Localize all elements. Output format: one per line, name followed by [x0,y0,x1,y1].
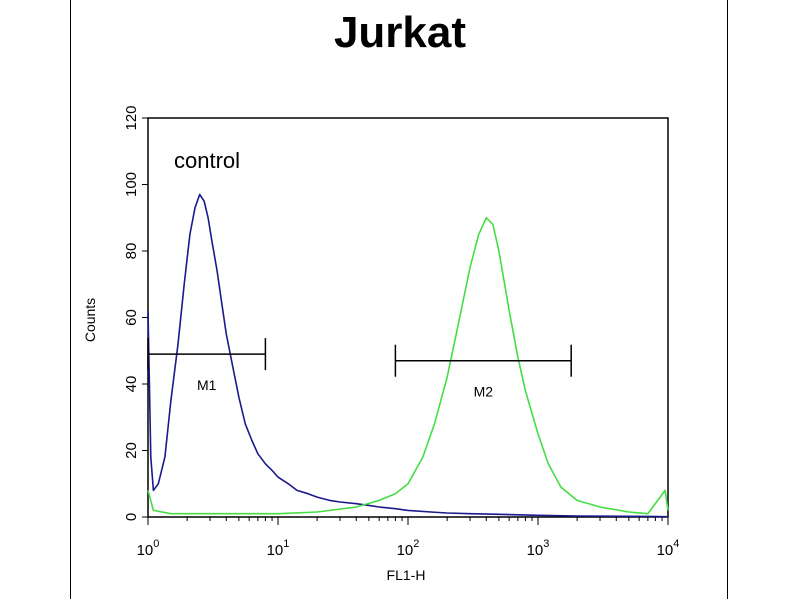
plot-area-border [147,117,669,518]
chart-title: Jurkat [333,8,467,57]
y-tick-label: 100 [123,172,140,197]
legend-label-control: control [174,148,240,173]
x-tick-label: 104 [657,538,680,559]
marker-label-m1: M1 [197,377,217,393]
x-axis-title: FL1-H [387,567,426,583]
y-tick-label: 80 [123,243,140,260]
chart-frame [70,0,728,599]
y-tick-label: 40 [123,376,140,393]
series-line-series-2 [147,217,669,515]
axes: 0 20 40 60 80 100 120 100 101 102 103 104 [123,105,679,559]
y-tick-label: 20 [123,442,140,459]
x-tick-label: 102 [397,538,420,559]
y-tick-label: 120 [123,105,140,130]
y-tick-label: 60 [123,309,140,326]
x-tick-label: 100 [137,538,160,559]
x-tick-label: 103 [527,538,550,559]
y-tick-label: 0 [123,513,140,521]
series-layer [147,193,669,518]
series-line-control [147,193,669,518]
marker-label-m2: M2 [474,384,494,400]
marker-layer: M1 M2 [147,338,572,400]
y-axis-title: Counts [82,298,98,342]
x-tick-label: 101 [267,538,290,559]
